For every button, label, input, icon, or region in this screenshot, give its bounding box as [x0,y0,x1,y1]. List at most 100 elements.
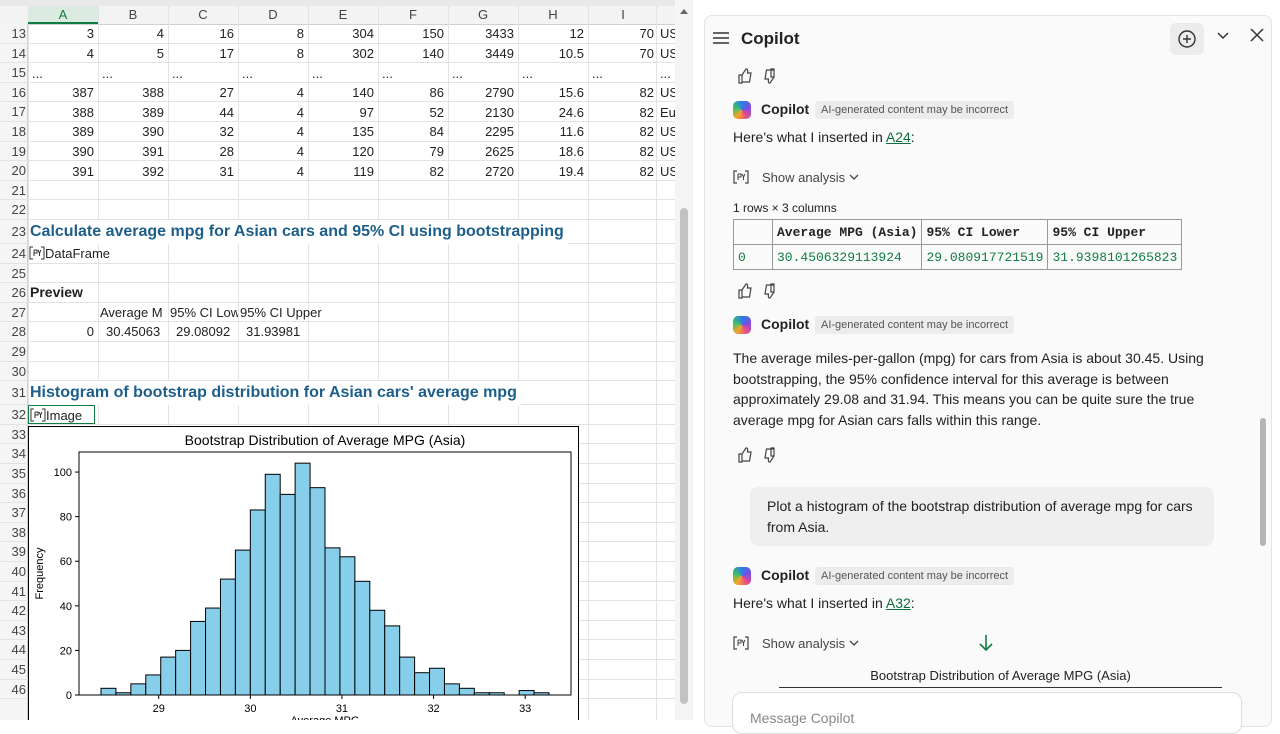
bar [354,580,371,696]
cell: US [660,45,675,61]
cell: 95% CI Low [170,304,238,320]
show-analysis[interactable]: Show analysis [762,170,846,185]
new-chat-button[interactable] [1170,23,1204,55]
column-header: Average MPG (Asia) [771,219,923,245]
cell: 389 [72,124,94,140]
icon-stroke [30,408,46,422]
cell: 32 [219,124,234,140]
cell: 11.6 [559,124,584,140]
cell: 16 [219,26,234,42]
row-number: 44 [0,640,27,660]
bar [339,556,356,696]
collapse-icon[interactable] [1216,30,1230,42]
cell: 82 [639,163,654,179]
cell: 390 [142,124,164,140]
user-message: Plot a histogram of the bootstrap distri… [750,487,1214,546]
author: Copilot [761,567,810,583]
chart: Bootstrap Distribution of Average MPG (A… [28,426,579,720]
feedback-icons[interactable] [737,68,779,84]
cell: 4 [296,85,304,101]
cell: 82 [639,143,654,159]
sheet-scrollbar[interactable] [675,0,693,720]
feedback-icons[interactable] [737,283,779,299]
row-divider [0,219,675,220]
chevron[interactable] [848,172,860,182]
row-divider [0,321,675,323]
column-header: B [128,7,138,22]
column-divider [518,6,519,720]
copilot-logo [733,316,751,334]
column-divider [238,6,239,720]
cell-link[interactable]: A32 [885,595,911,611]
bar [190,620,207,696]
pane-scroll-thumb[interactable] [1260,418,1266,546]
bar [324,547,341,696]
row-number: 18 [0,122,27,142]
python-icon [29,246,45,260]
cell: 4 [86,45,94,61]
column-header: E [338,7,348,22]
cell: 4 [296,104,304,120]
bar [160,656,177,696]
cell: 70 [639,26,654,42]
menu-icon[interactable] [712,30,730,46]
row-number: 30 [0,361,27,382]
cell: ... [312,65,323,81]
cell-link[interactable]: A24 [885,129,911,145]
row-number: 16 [0,82,27,103]
row-number: 15 [0,63,27,83]
row-number: 36 [0,483,27,504]
row-number: 45 [0,660,27,680]
cell: ... [522,65,533,81]
cell: 24.6 [558,104,584,120]
column-divider [588,6,589,720]
cell: 27 [219,85,234,101]
bar [458,687,475,696]
bar [205,607,221,696]
python-icon [30,408,46,422]
column-header: D [268,7,278,22]
feedback-icons[interactable] [737,447,779,463]
cell: 82 [639,104,654,120]
cell: 8 [296,45,304,61]
icon-stroke [29,246,45,260]
cell: 140 [422,45,444,61]
cell: 29.08092 [176,324,231,340]
cell: 12 [569,26,584,42]
cell: 8 [296,26,304,42]
bar [219,578,236,696]
cell: 388 [72,104,94,120]
column-header: F [409,7,417,22]
bar [518,690,535,696]
cell: 17 [219,45,234,61]
cell: 70 [639,45,654,61]
cell: 391 [72,163,94,179]
cell: ... [242,65,253,81]
row-number: 29 [0,342,27,362]
cell: 120 [352,143,374,159]
bar [130,683,147,696]
x-tick-label: 33 [519,703,531,715]
bar [309,487,326,696]
copilot-pane [704,15,1272,727]
result-table: Average MPG (Asia) 95% CI Lower 95% CI Upp… [733,219,1183,270]
column-header: H [548,7,558,22]
copilot-logo [733,101,751,119]
scroll-thumb[interactable] [680,208,688,704]
row-divider [0,42,675,44]
scroll-down-arrow[interactable] [978,634,994,652]
header-row: Average MPG (Asia) 95% CI Lower 95% CI Upp… [733,219,1183,245]
python-icon [733,636,749,650]
row-number: 38 [0,522,27,543]
message-input[interactable]: Message Copilot [732,692,1242,734]
row-divider [0,423,675,425]
row-number: 35 [0,464,27,484]
cell: 18.6 [558,143,584,159]
scroll-up[interactable] [678,6,690,16]
cell: US [660,143,675,159]
row-number: 26 [0,283,27,303]
chevron[interactable] [848,638,860,648]
show-analysis[interactable]: Show analysis [762,636,846,651]
close-icon[interactable] [1250,28,1264,42]
cell: 3433 [485,26,514,42]
